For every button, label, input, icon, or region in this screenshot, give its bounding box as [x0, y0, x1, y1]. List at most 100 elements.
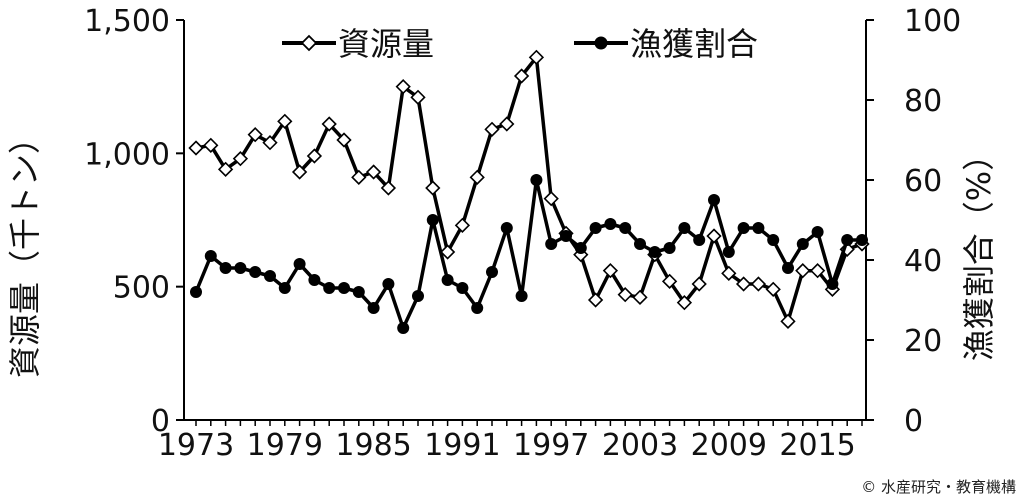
data-point-catch-ratio [397, 322, 410, 334]
data-point-catch-ratio [841, 234, 854, 246]
data-point-stock [321, 116, 337, 132]
legend: 資源量 漁獲割合 [282, 25, 758, 63]
data-point-catch-ratio [782, 262, 794, 274]
data-point-stock [425, 180, 441, 196]
data-point-catch-ratio [767, 234, 780, 246]
data-point-stock [750, 276, 767, 292]
right-axis-ticks: 0 20 40 60 80 100 [866, 4, 961, 439]
data-point-stock [780, 313, 796, 329]
left-axis-ticks: 0 500 1,000 1,500 [84, 4, 184, 439]
data-point-catch-ratio [382, 278, 395, 290]
data-point-catch-ratio [722, 246, 735, 258]
data-point-stock [247, 127, 263, 143]
data-point-stock [306, 148, 323, 164]
right-axis-title: 漁獲割合（%） [960, 139, 998, 361]
series-layer [188, 49, 870, 334]
legend-label-stock: 資源量 [338, 25, 434, 63]
data-point-stock [735, 276, 752, 292]
x-tick-label: 2003 [602, 428, 678, 463]
data-point-stock [691, 276, 707, 292]
data-point-catch-ratio [426, 214, 439, 226]
series-stock [188, 49, 870, 329]
x-tick-label: 1997 [513, 428, 589, 463]
data-point-catch-ratio [249, 266, 262, 278]
credit-text: © 水産研究・教育機構 [861, 478, 1016, 496]
right-tick-label: 20 [904, 324, 942, 359]
data-point-catch-ratio [604, 218, 617, 230]
data-point-catch-ratio [204, 250, 217, 262]
data-point-stock [765, 281, 781, 297]
data-point-stock [632, 289, 648, 305]
legend-item-catch-ratio: 漁獲割合 [574, 25, 758, 63]
data-point-stock [365, 164, 382, 180]
data-point-stock [706, 228, 722, 244]
x-tick-label: 1985 [335, 428, 411, 463]
data-point-catch-ratio [515, 290, 528, 302]
plot-frame [183, 20, 867, 421]
data-point-stock [617, 287, 633, 303]
data-point-catch-ratio [278, 282, 291, 294]
data-point-stock [203, 137, 219, 153]
data-point-catch-ratio [708, 194, 720, 206]
data-point-stock [291, 164, 308, 180]
data-point-stock [602, 263, 619, 279]
right-tick-label: 100 [904, 4, 961, 39]
data-point-catch-ratio [826, 278, 839, 290]
data-point-catch-ratio [545, 238, 558, 250]
data-point-catch-ratio [560, 230, 572, 242]
data-point-catch-ratio [619, 222, 632, 234]
data-point-catch-ratio [500, 222, 513, 234]
data-point-catch-ratio [811, 226, 824, 238]
data-point-catch-ratio [352, 286, 365, 298]
x-tick-label: 2009 [691, 428, 767, 463]
right-tick-label: 60 [904, 164, 942, 199]
data-point-catch-ratio [293, 258, 306, 270]
data-point-stock [809, 263, 826, 279]
data-point-catch-ratio [693, 234, 706, 246]
data-point-catch-ratio [264, 270, 276, 282]
data-point-stock [277, 113, 293, 129]
left-tick-label: 1,000 [84, 137, 170, 172]
data-point-catch-ratio [190, 286, 202, 298]
left-tick-label: 500 [113, 271, 170, 306]
data-point-stock [454, 217, 471, 233]
legend-label-catch-ratio: 漁獲割合 [630, 25, 758, 63]
x-tick-label: 1991 [424, 428, 500, 463]
data-point-stock [395, 79, 411, 95]
data-point-stock [469, 169, 485, 185]
data-point-catch-ratio [412, 290, 424, 302]
data-point-catch-ratio [367, 302, 380, 314]
data-point-catch-ratio [486, 266, 498, 278]
data-point-stock [336, 132, 352, 148]
data-point-stock [528, 49, 545, 65]
legend-marker-stock [300, 34, 318, 52]
data-point-catch-ratio [456, 282, 469, 294]
data-point-catch-ratio [856, 234, 868, 246]
data-point-stock [513, 68, 530, 84]
x-axis-ticks: 1973 1979 1985 1991 1997 2003 2009 2015 [158, 420, 863, 463]
data-point-catch-ratio [308, 274, 321, 286]
left-axis-title: 資源量（千トン） [6, 122, 44, 378]
data-point-catch-ratio [796, 238, 809, 250]
data-point-catch-ratio [589, 222, 602, 234]
data-point-stock [795, 263, 811, 279]
data-point-stock [232, 151, 249, 167]
series-catch-ratio [190, 174, 868, 334]
data-point-stock [217, 161, 234, 177]
data-point-catch-ratio [323, 282, 336, 294]
data-point-stock [721, 265, 737, 281]
series-line [194, 178, 862, 330]
data-point-catch-ratio [634, 238, 646, 250]
x-tick-label: 2015 [779, 428, 855, 463]
legend-item-stock: 資源量 [282, 25, 434, 63]
data-point-catch-ratio [441, 274, 454, 286]
x-tick-label: 1979 [247, 428, 323, 463]
data-point-catch-ratio [234, 262, 247, 274]
left-tick-label: 0 [151, 404, 170, 439]
data-point-catch-ratio [648, 246, 661, 258]
data-point-stock [439, 244, 456, 260]
data-point-catch-ratio [219, 262, 232, 274]
data-point-stock [351, 169, 367, 185]
right-tick-label: 80 [904, 84, 942, 119]
data-point-catch-ratio [530, 174, 543, 186]
